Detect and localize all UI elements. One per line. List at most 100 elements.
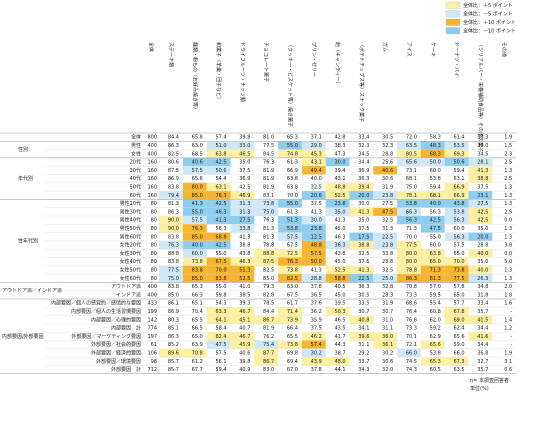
row-label: 外部要因／マーケティング要因: [71, 333, 141, 340]
cell-value: 83.0: [263, 367, 274, 373]
cell-value: 59.4: [453, 168, 464, 174]
highlight-cell: [278, 149, 302, 158]
cell-value: 81.3: [263, 226, 274, 232]
cell-value: 81.9: [263, 176, 274, 182]
cell-value: 63.0: [287, 284, 298, 290]
cell-value: 71.3: [430, 267, 441, 273]
cell-value: 39.4: [334, 168, 345, 174]
cell-value: 72.1: [406, 342, 417, 348]
cell-value: 70.8: [406, 284, 417, 290]
cell-value: 67.5: [215, 259, 226, 265]
cell-value: 34.4: [358, 160, 369, 166]
column-header: （クッキー・ビスケット等）焼き菓子: [287, 42, 294, 127]
cell-value: 68.1: [430, 193, 441, 199]
legend-swatch: [445, 27, 461, 35]
column-header: 飴（キャンディー）: [334, 42, 341, 87]
cell-value: 76.3: [263, 160, 274, 166]
row-n: 199: [147, 309, 157, 315]
cell-value: 81.3: [168, 201, 179, 207]
cell-value: 30.7: [382, 309, 393, 315]
cell-value: 85.1: [168, 326, 179, 332]
cell-value: 31.1: [382, 326, 393, 332]
highlight-cell: [206, 199, 231, 208]
cell-value: 65.1: [192, 301, 203, 307]
cell-value: 30.7: [358, 309, 369, 315]
highlight-cell: [278, 307, 302, 316]
cell-value: 30.5: [382, 135, 393, 141]
cell-value: 33.8: [239, 226, 250, 232]
cell-value: 43.1: [311, 160, 322, 166]
cell-value: 34.4: [477, 326, 488, 332]
cell-value: 47.5: [215, 342, 226, 348]
highlight-cell: [254, 315, 279, 324]
cell-value: 33.5: [358, 301, 369, 307]
cell-value: 30.0: [311, 218, 322, 224]
cell-value: 80.3: [168, 317, 179, 323]
cell-value: 35.0: [358, 218, 369, 224]
highlight-cell: [373, 207, 398, 216]
cell-value: 65.0: [192, 334, 203, 340]
cell-value: 74.3: [406, 367, 417, 373]
cell-value: 48.8: [311, 243, 322, 249]
cell-value: 37.6: [311, 301, 322, 307]
cell-value: 67.0: [287, 367, 298, 373]
cell-value: 61.2: [192, 359, 203, 365]
highlight-cell: [420, 216, 445, 225]
cell-value: 85.2: [168, 342, 179, 348]
group-label: 性別: [18, 146, 28, 153]
cell-value: 41.3: [192, 201, 203, 207]
cell-value: 86.7: [263, 359, 274, 365]
cell-value: 37.5: [239, 168, 250, 174]
row-n: 800: [147, 135, 157, 141]
cell-value: 62.4: [453, 326, 464, 332]
cell-value: 39.8: [239, 135, 250, 141]
column-header: その他: [501, 42, 508, 57]
cell-value: 33.3: [477, 135, 488, 141]
cell-value: 49.4: [311, 168, 322, 174]
highlight-cell: [444, 357, 469, 366]
cell-value: 63.5: [406, 143, 417, 149]
cell-value: 59.5: [430, 292, 441, 298]
cell-value: 70.0: [406, 234, 417, 240]
cell-value: 57.5: [311, 251, 322, 257]
highlight-cell: [254, 249, 279, 258]
cell-value: 37.5: [358, 259, 369, 265]
cell-value: 39.8: [239, 359, 250, 365]
cell-value: 65.8: [192, 135, 203, 141]
highlight-cell: [182, 207, 207, 216]
cell-value: 36.3: [358, 284, 369, 290]
highlight-cell: [325, 357, 350, 366]
cell-value: 1.3: [504, 226, 512, 232]
cell-value: 83.8: [215, 276, 226, 282]
cell-value: 34.4: [477, 342, 488, 348]
row-n: 61: [151, 342, 157, 348]
cell-value: 70.0: [215, 267, 226, 273]
cell-value: 75.0: [406, 184, 417, 190]
highlight-cell: [468, 199, 493, 208]
highlight-cell: [206, 315, 231, 324]
highlight-cell: [325, 157, 350, 167]
cell-value: 1.3: [504, 267, 512, 273]
highlight-cell: [230, 332, 255, 341]
cell-value: 53.8: [406, 201, 417, 207]
cell-value: 66.0: [453, 350, 464, 356]
cell-value: 83.8: [192, 267, 203, 273]
cell-value: 40.6: [239, 350, 250, 356]
cell-value: 57.5: [192, 168, 203, 174]
cell-value: 44.3: [334, 342, 345, 348]
highlight-cell: [397, 149, 421, 158]
row-label: 女性40代: [120, 258, 141, 265]
cell-value: 80.0: [406, 251, 417, 257]
highlight-cell: [420, 149, 445, 158]
cell-value: 45.1: [239, 317, 250, 323]
cell-value: 46.3: [334, 234, 345, 240]
cell-value: 50.3: [334, 309, 345, 315]
cell-value: 45.0: [334, 292, 345, 298]
highlight-cell: [349, 240, 374, 250]
cell-value: 35.0: [477, 226, 488, 232]
highlight-cell: [444, 232, 469, 241]
cell-value: 40.8: [358, 317, 369, 323]
cell-value: 55.0: [287, 201, 298, 207]
cell-value: 46.5: [334, 317, 345, 323]
